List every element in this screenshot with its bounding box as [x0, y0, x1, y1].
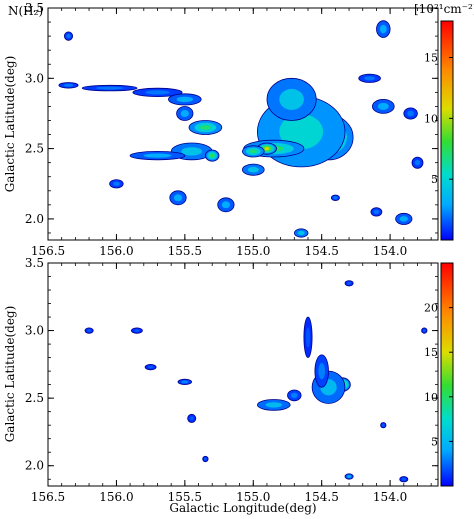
top-xtick-label: 156.0 [99, 244, 133, 258]
top-clump-11-level-1 [143, 153, 172, 158]
top-ytick-label: 3.5 [25, 1, 44, 15]
bottom-ytick-label: 2.0 [25, 459, 44, 473]
top-clump-2-level-1 [279, 114, 324, 150]
bottom-clump-15-level-1 [381, 423, 385, 427]
bottom-x-ticks: 156.5 156.0 155.5 155.0 154.5 154.0 [31, 263, 432, 504]
bottom-xtick-label: 155.5 [168, 490, 202, 504]
top-plot-frame [47, 7, 439, 241]
bottom-ytick-label: 3.5 [25, 256, 44, 270]
bottom-colorbar-tick-label: 10 [424, 391, 438, 404]
top-clump-17-level-1 [173, 194, 183, 202]
bottom-xtick-label: 156.0 [99, 490, 133, 504]
bottom-clump-3-level-1 [265, 402, 282, 408]
bottom-y-ticks: 2.0 2.5 3.0 3.5 [25, 256, 438, 480]
top-clump-24-level-1 [407, 110, 414, 117]
bottom-clump-14-level-1 [401, 477, 406, 481]
bottom-plot-frame [47, 262, 439, 487]
top-panel-title: N(H₂) [8, 4, 43, 18]
bottom-ytick-label: 2.5 [25, 391, 44, 405]
top-xtick-label: 154.0 [373, 244, 407, 258]
top-clump-18-level-1 [221, 201, 230, 209]
bottom-y-axis-label: Galactic Latitude(deg) [3, 306, 17, 443]
top-colorbar-tick-label: 15 [424, 52, 438, 65]
bottom-clump-12-level-1 [203, 457, 207, 461]
top-clump-26-level-1 [399, 216, 408, 222]
top-clump-19-level-1 [113, 181, 120, 186]
bottom-clump-7-level-1 [147, 365, 154, 369]
top-clump-14-level-1 [95, 86, 124, 90]
top-clump-20-level-1 [66, 34, 71, 39]
top-clump-15-level-1 [145, 90, 170, 95]
bottom-column-density-map [84, 280, 428, 483]
top-y-axis-label: Galactic Latitude(deg) [3, 56, 17, 193]
bottom-xtick-label: 155.0 [236, 490, 270, 504]
bottom-x-axis-label: Galactic Longitude(deg) [169, 501, 316, 515]
top-colorbar: 5 10 15 [424, 20, 454, 241]
bottom-xtick-label: 154.0 [373, 490, 407, 504]
top-ytick-label: 2.5 [25, 142, 44, 156]
top-colorbar-tick-label: 10 [424, 112, 438, 125]
bottom-xtick-label: 156.5 [31, 490, 65, 504]
top-clump-25-level-1 [414, 159, 421, 166]
top-ytick-label: 2.0 [25, 212, 44, 226]
bottom-clump-10-level-1 [134, 329, 140, 333]
bottom-colorbar-tick-label: 15 [424, 346, 438, 359]
top-xtick-label: 156.5 [31, 244, 65, 258]
top-clump-5-level-4 [265, 147, 269, 151]
top-colorbar-unit: [10²¹cm⁻²] [414, 2, 474, 16]
bottom-xtick-label: 154.5 [305, 490, 339, 504]
bottom-colorbar-tick-label: 20 [424, 302, 438, 315]
bottom-clump-4-level-1 [290, 392, 298, 399]
bottom-clump-6-level-1 [181, 380, 189, 384]
bottom-colorbar: 5 10 15 20 [424, 262, 454, 487]
top-clump-22-level-1 [364, 76, 376, 81]
top-clump-7-level-2 [199, 125, 211, 130]
top-clump-27-level-1 [373, 209, 380, 214]
top-panel: N(H₂) [10²¹cm⁻²] 156.5 156.0 155.5 155.0 154… [3, 1, 474, 258]
bottom-clump-16-level-1 [422, 329, 426, 333]
bottom-clump-2-level-1 [318, 363, 326, 380]
top-ytick-label: 3.0 [25, 71, 44, 85]
bottom-ytick-label: 3.0 [25, 324, 44, 338]
top-xtick-label: 155.5 [168, 244, 202, 258]
top-colorbar-gradient [440, 20, 454, 241]
top-clump-21-level-1 [379, 24, 387, 34]
top-y-ticks: 2.0 2.5 3.0 3.5 [25, 1, 438, 234]
top-clump-3-level-1 [279, 88, 304, 110]
top-xtick-label: 155.0 [236, 244, 270, 258]
top-column-density-map [58, 20, 424, 238]
top-xtick-label: 154.5 [305, 244, 339, 258]
top-clump-10-level-3 [210, 154, 214, 158]
top-clump-9-level-1 [181, 147, 202, 156]
top-clump-13-level-1 [63, 83, 74, 87]
bottom-clump-5-level-1 [305, 327, 311, 348]
top-x-ticks: 156.5 156.0 155.5 155.0 154.5 154.0 [31, 8, 432, 258]
top-clump-16-level-1 [176, 96, 193, 103]
top-clump-6-level-2 [249, 149, 257, 154]
bottom-clump-11-level-1 [347, 281, 352, 285]
top-clump-28-level-1 [297, 230, 305, 236]
bottom-panel: 156.5 156.0 155.5 155.0 154.5 154.0 2.0 2.5 3.0… [3, 256, 454, 515]
top-clump-12-level-1 [247, 166, 259, 173]
top-clump-29-level-1 [333, 196, 338, 200]
bottom-clump-13-level-1 [347, 475, 352, 478]
top-colorbar-tick-label: 5 [431, 173, 438, 186]
top-clump-23-level-1 [377, 102, 389, 110]
bottom-colorbar-gradient [440, 262, 454, 487]
bottom-clump-8-level-1 [189, 416, 194, 421]
top-clump-8-level-1 [180, 110, 189, 117]
bottom-colorbar-tick-label: 5 [431, 435, 438, 448]
bottom-clump-9-level-1 [87, 329, 92, 333]
